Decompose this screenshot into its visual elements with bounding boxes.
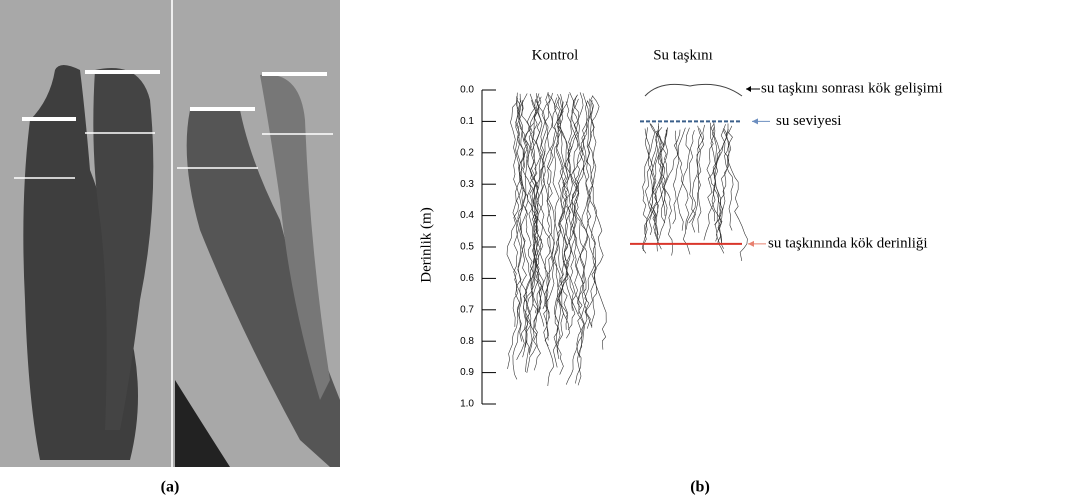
root-line <box>587 96 607 350</box>
root-line <box>718 128 729 253</box>
annotation: su taşkınında kök derinliği <box>768 235 928 251</box>
y-tick-label: 0.4 <box>460 210 474 221</box>
figure: (a) (b) Kontrol Su taşkını Derinlik (m) … <box>0 0 1066 501</box>
y-tick-label: 0.2 <box>460 147 474 158</box>
regrowth-roots <box>645 84 742 96</box>
root-line <box>548 95 560 368</box>
arrow-head <box>746 86 751 92</box>
y-tick-label: 0.7 <box>460 304 474 315</box>
y-tick-label: 0.5 <box>460 242 474 253</box>
annotation: su taşkını sonrası kök gelişimi <box>761 80 943 96</box>
root-line <box>689 128 702 223</box>
root-line <box>673 131 679 224</box>
root-line <box>707 123 722 245</box>
root-line <box>642 129 654 254</box>
annotation: su seviyesi <box>776 113 841 129</box>
photo <box>0 0 340 467</box>
column-label: Su taşkını <box>653 47 713 63</box>
y-tick-label: 0.1 <box>460 116 474 127</box>
root-line <box>678 128 690 231</box>
root-line <box>697 126 704 233</box>
y-tick-label: 0.0 <box>460 85 474 96</box>
arrow-head <box>752 118 758 124</box>
y-tick-label: 0.3 <box>460 179 474 190</box>
page: (a) (b) Kontrol Su taşkını Derinlik (m) … <box>0 0 1066 501</box>
root-line <box>719 124 728 244</box>
root-drawing <box>507 92 747 386</box>
axis-label: Derinlik (m) <box>418 207 434 282</box>
root-line <box>689 130 695 232</box>
root-line <box>568 92 585 307</box>
root-line <box>589 96 599 328</box>
arrow-head <box>748 241 754 247</box>
y-tick-label: 0.6 <box>460 273 474 284</box>
y-tick-label: 0.9 <box>460 367 474 378</box>
y-tick-label: 1.0 <box>460 399 474 410</box>
caption: (b) <box>690 479 710 496</box>
y-tick-label: 0.8 <box>460 336 474 347</box>
column-label: Kontrol <box>532 47 579 63</box>
caption: (a) <box>161 479 180 496</box>
